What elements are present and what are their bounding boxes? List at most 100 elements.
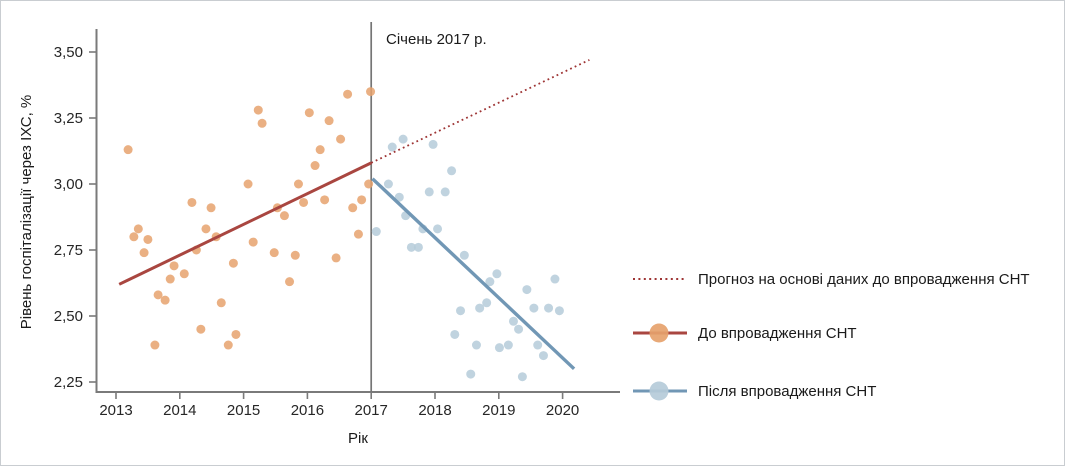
data-point-after bbox=[450, 329, 460, 339]
data-point-after bbox=[508, 316, 518, 326]
forecast-dotted-line bbox=[370, 59, 590, 164]
data-point-before bbox=[169, 261, 179, 271]
data-point-after bbox=[466, 369, 476, 379]
x-tick-label: 2018 bbox=[418, 402, 451, 419]
data-point-after bbox=[485, 277, 495, 287]
data-point-after bbox=[503, 340, 513, 350]
data-point-after bbox=[383, 179, 393, 189]
legend-after-label: Після впровадження СНТ bbox=[698, 383, 876, 400]
data-point-after bbox=[517, 372, 527, 382]
x-tick-label: 2020 bbox=[546, 402, 579, 419]
data-point-before bbox=[353, 229, 363, 239]
data-point-before bbox=[269, 248, 279, 258]
legend-item-forecast: Прогноз на основі даних до впровадження … bbox=[633, 271, 1030, 288]
data-point-after bbox=[492, 269, 502, 279]
trend-line-after bbox=[371, 177, 576, 371]
data-point-after bbox=[371, 227, 381, 237]
legend-item-after: Після впровадження СНТ bbox=[633, 381, 876, 401]
x-tick-label: 2019 bbox=[482, 402, 515, 419]
trend-lines bbox=[118, 59, 590, 371]
scatter-points bbox=[123, 87, 564, 382]
data-point-before bbox=[299, 197, 309, 207]
x-tick-label: 2013 bbox=[99, 402, 132, 419]
data-point-before bbox=[160, 295, 170, 305]
data-point-before bbox=[179, 269, 189, 279]
y-tick-label: 2,50 bbox=[54, 308, 83, 325]
data-point-after bbox=[538, 351, 548, 361]
legend-forecast-label: Прогноз на основі даних до впровадження … bbox=[698, 271, 1030, 288]
legend-item-before: До впровадження СНТ bbox=[633, 323, 857, 343]
y-axis-title: Рівень госпіталізації через ІХС, % bbox=[18, 95, 35, 330]
data-point-after bbox=[475, 303, 485, 313]
data-point-before bbox=[206, 203, 216, 213]
data-point-before bbox=[253, 105, 263, 115]
data-point-before bbox=[348, 203, 358, 213]
data-point-before bbox=[150, 340, 160, 350]
y-tick-label: 2,25 bbox=[54, 374, 83, 391]
data-point-after bbox=[494, 343, 504, 353]
data-point-before bbox=[216, 298, 226, 308]
data-point-after bbox=[533, 340, 543, 350]
data-point-before bbox=[228, 258, 238, 268]
legend-before-dot-swatch bbox=[649, 323, 669, 343]
data-point-before bbox=[366, 87, 376, 97]
data-point-before bbox=[248, 237, 258, 247]
data-point-before bbox=[139, 248, 149, 258]
data-point-after bbox=[387, 142, 397, 152]
data-point-before bbox=[293, 179, 303, 189]
data-point-after bbox=[482, 298, 492, 308]
data-point-before bbox=[310, 161, 320, 171]
data-point-before bbox=[153, 290, 163, 300]
data-point-after bbox=[459, 250, 469, 260]
data-point-after bbox=[428, 139, 438, 149]
trend-line-before bbox=[118, 161, 372, 286]
data-point-after bbox=[554, 306, 564, 316]
y-tick-label: 3,00 bbox=[54, 176, 83, 193]
data-point-after bbox=[424, 187, 434, 197]
data-point-before bbox=[223, 340, 233, 350]
data-point-after bbox=[550, 274, 560, 284]
x-tick-label: 2015 bbox=[227, 402, 260, 419]
y-tick-label: 3,50 bbox=[54, 44, 83, 61]
data-point-after bbox=[529, 303, 539, 313]
data-point-before bbox=[129, 232, 139, 242]
data-point-after bbox=[522, 285, 532, 295]
y-tick-label: 2,75 bbox=[54, 242, 83, 259]
data-point-before bbox=[257, 118, 267, 128]
axes: 2,25 2,50 2,75 3,00 3,25 3,50 2013 2014 2015 2016… bbox=[54, 29, 620, 419]
data-point-before bbox=[133, 224, 143, 234]
data-point-before bbox=[343, 89, 353, 99]
x-tick-label: 2014 bbox=[163, 402, 196, 419]
legend-after-dot-swatch bbox=[649, 381, 669, 401]
data-point-after bbox=[406, 242, 416, 252]
data-point-before bbox=[315, 145, 325, 155]
data-point-before bbox=[143, 234, 153, 244]
data-point-before bbox=[290, 250, 300, 260]
legend: Прогноз на основі даних до впровадження … bbox=[633, 271, 1030, 401]
data-point-before bbox=[165, 274, 175, 284]
data-point-before bbox=[196, 324, 206, 334]
data-point-before bbox=[243, 179, 253, 189]
data-point-after bbox=[471, 340, 481, 350]
data-point-before bbox=[336, 134, 346, 144]
y-tick-label: 3,25 bbox=[54, 110, 83, 127]
data-point-after bbox=[433, 224, 443, 234]
data-point-before bbox=[357, 195, 367, 205]
data-point-after bbox=[440, 187, 450, 197]
data-point-before bbox=[187, 197, 197, 207]
legend-before-label: До впровадження СНТ bbox=[698, 325, 857, 342]
data-point-after bbox=[456, 306, 466, 316]
x-tick-label: 2017 bbox=[355, 402, 388, 419]
data-point-before bbox=[304, 108, 314, 118]
data-point-before bbox=[324, 116, 334, 126]
data-point-before bbox=[364, 179, 374, 189]
data-point-after bbox=[413, 242, 423, 252]
vline-annotation: Січень 2017 р. bbox=[386, 31, 487, 48]
data-point-after bbox=[394, 192, 404, 202]
x-tick-label: 2016 bbox=[291, 402, 324, 419]
data-point-after bbox=[514, 324, 524, 334]
data-point-after bbox=[398, 134, 408, 144]
x-axis-title: Рік bbox=[348, 430, 368, 447]
